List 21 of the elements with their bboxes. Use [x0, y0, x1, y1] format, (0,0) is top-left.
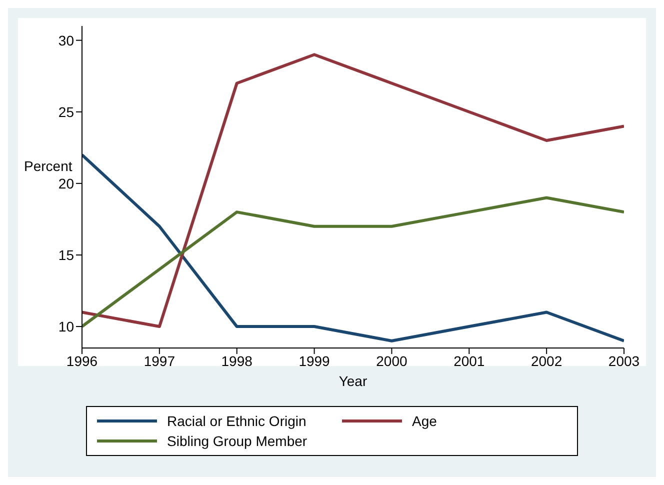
x-tick-label: 1997 [144, 352, 176, 369]
y-tick-label: 25 [58, 104, 74, 120]
line-series [82, 196, 624, 328]
x-tick-label: 2002 [530, 352, 562, 369]
y-tick-label: 15 [58, 246, 74, 263]
y-tick-label: 10 [58, 318, 74, 335]
legend-label: Sibling Group Member [167, 433, 308, 449]
line-series [82, 153, 624, 342]
x-tick-label: 1999 [298, 352, 330, 369]
x-tick-label: 2000 [376, 352, 408, 369]
legend-label: Racial or Ethnic Origin [167, 413, 306, 429]
line-series [82, 53, 624, 328]
x-tick-label: 2003 [608, 352, 640, 369]
y-tick-label: 20 [58, 175, 74, 192]
x-tick-label: 2001 [454, 352, 485, 369]
x-tick-label: 1996 [66, 352, 98, 369]
x-tick-label: 1998 [221, 352, 253, 369]
x-axis-title: Year [338, 373, 368, 389]
y-axis-title: Percent [24, 158, 72, 174]
legend-label: Age [412, 413, 437, 429]
y-tick-label: 30 [58, 32, 74, 48]
